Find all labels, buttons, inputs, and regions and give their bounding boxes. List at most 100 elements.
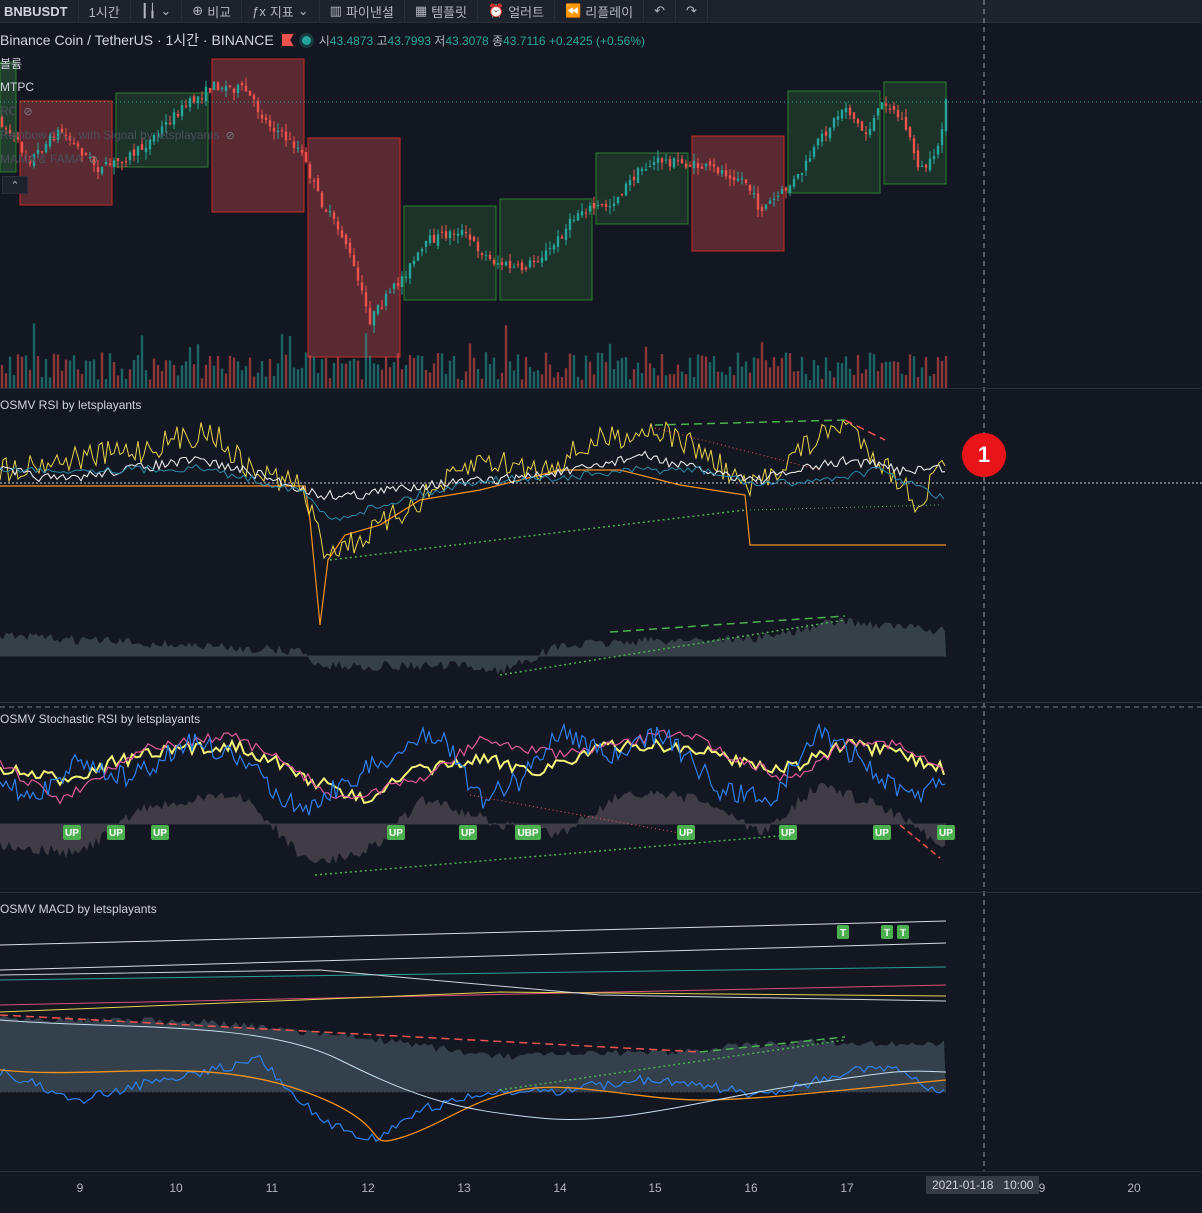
indicator-mtpc[interactable]: MTPC — [0, 80, 34, 94]
interval-button[interactable]: 1시간 — [79, 0, 131, 22]
price-candle — [160, 126, 164, 134]
undo-button[interactable]: ↶ — [644, 0, 677, 22]
price-candle — [4, 128, 8, 130]
volume-bar — [716, 371, 720, 388]
flag-icon[interactable] — [281, 34, 294, 46]
volume-bar — [664, 375, 668, 388]
time-axis[interactable]: 9 10 11 12 13 14 15 16 17 9 20 2021-01-1… — [0, 1171, 1202, 1213]
chart-canvas[interactable]: UP UP UP UP UP UBP UP UP UP UPT T T — [0, 0, 1202, 1171]
price-candle — [100, 166, 104, 174]
volume-bar — [112, 362, 116, 388]
eye-off-icon[interactable]: ⊘ — [88, 154, 98, 166]
price-candle — [620, 194, 624, 196]
price-candle — [272, 127, 276, 132]
templates-button[interactable]: ▦ 템플릿 — [405, 0, 478, 22]
compare-button[interactable]: ⊕ 비교 — [182, 0, 243, 22]
volume-bar — [932, 374, 936, 388]
price-candle — [180, 105, 184, 117]
volume-bar — [352, 358, 356, 388]
price-candle — [860, 121, 864, 131]
price-candle — [816, 138, 820, 146]
volume-bar — [828, 370, 832, 388]
price-candle — [852, 112, 856, 120]
volume-bar — [604, 361, 608, 388]
volume-bar — [292, 367, 296, 388]
volume-bar — [804, 373, 808, 388]
function-icon: ƒx — [252, 3, 266, 19]
indicator-rainbow[interactable]: Rainbow Ch... with Signal by letsplayant… — [0, 128, 235, 142]
up-signal-label — [937, 825, 955, 840]
collapse-legend-button[interactable]: ⌃ — [2, 176, 28, 194]
macd-pane-title[interactable]: OSMV MACD by letsplayants — [0, 902, 157, 916]
volume-bar — [916, 376, 920, 388]
indicator-mama[interactable]: MAMA & FAMA ⊘ — [0, 152, 98, 166]
volume-bar — [384, 357, 388, 388]
price-candle — [488, 254, 492, 259]
volume-bar — [752, 357, 756, 388]
price-candle — [920, 165, 924, 167]
price-candle — [52, 136, 56, 141]
indicator-volume[interactable]: 볼륨 — [0, 57, 23, 71]
volume-bar — [496, 379, 500, 388]
volume-bar — [152, 358, 156, 388]
price-candle — [472, 236, 476, 242]
price-candle — [916, 150, 920, 168]
price-candle — [316, 178, 320, 192]
stoch-pane-title[interactable]: OSMV Stochastic RSI by letsplayants — [0, 712, 201, 726]
signal-zone-box — [0, 61, 17, 173]
volume-bar — [176, 375, 180, 388]
volume-bar — [92, 359, 96, 388]
price-candle — [420, 249, 424, 252]
volume-bar — [232, 357, 236, 388]
price-candle — [644, 169, 648, 171]
volume-bar — [724, 374, 728, 388]
volume-bar — [16, 354, 20, 388]
volume-bar — [84, 360, 88, 388]
volume-bar — [612, 369, 616, 388]
price-candle — [584, 212, 588, 214]
candlestick-icon: ┃╽ — [140, 3, 157, 18]
volume-bar — [896, 362, 900, 388]
volume-bar — [548, 364, 552, 388]
bar-style-button[interactable]: ┃╽ ⌄ — [131, 0, 183, 22]
price-candle — [508, 260, 512, 269]
price-candle — [532, 261, 536, 263]
pane-divider[interactable] — [0, 892, 1202, 893]
volume-bar — [544, 352, 548, 388]
volume-bar — [104, 379, 108, 388]
volume-bar — [844, 356, 848, 388]
volume-bar — [216, 356, 220, 388]
volume-bar — [720, 371, 724, 388]
indicators-button[interactable]: ƒx 지표 ⌄ — [242, 0, 320, 22]
price-candle — [648, 166, 652, 168]
price-candle — [364, 292, 368, 307]
price-candle — [776, 195, 780, 197]
alert-button[interactable]: ⏰ 얼러트 — [478, 0, 556, 22]
undo-icon: ↶ — [654, 3, 666, 18]
time-axis-tick: 12 — [361, 1181, 375, 1195]
volume-bar — [772, 357, 776, 388]
volume-bar — [300, 367, 304, 388]
eye-off-icon[interactable]: ⊘ — [225, 130, 235, 142]
pane-divider[interactable] — [0, 388, 1202, 389]
indicator-rc[interactable]: RC ⊘ — [0, 104, 33, 118]
price-candle — [68, 136, 72, 141]
volume-bar — [704, 356, 708, 388]
volume-bar — [768, 367, 772, 388]
symbol-search-button[interactable]: BNBUSDT — [0, 0, 79, 22]
rsi-pane-title[interactable]: OSMV RSI by letsplayants — [0, 398, 142, 412]
price-candle — [604, 203, 608, 208]
price-candle — [72, 142, 76, 144]
price-candle — [428, 235, 432, 244]
price-candle — [312, 180, 316, 182]
volume-bar — [136, 355, 140, 388]
up-signal-label — [459, 825, 477, 840]
replay-button[interactable]: ⏪ 리플레이 — [555, 0, 645, 22]
volume-bar — [356, 360, 360, 388]
price-candle — [16, 137, 20, 140]
eye-off-icon[interactable]: ⊘ — [23, 106, 33, 118]
financials-button[interactable]: ▥ 파이낸셜 — [320, 0, 405, 22]
redo-button[interactable]: ↷ — [676, 0, 708, 22]
pane-divider[interactable] — [0, 702, 1202, 703]
time-axis-tick: 14 — [553, 1181, 567, 1195]
